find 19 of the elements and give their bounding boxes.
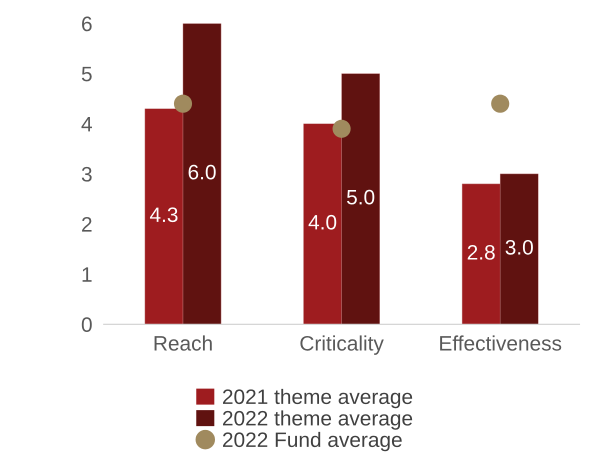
data-label: 4.0 xyxy=(308,214,336,230)
y-tick-label: 2 xyxy=(82,217,92,232)
legend-label: 2022 Fund average xyxy=(223,432,402,452)
data-label: 4.3 xyxy=(150,207,178,222)
legend-label: 2021 theme average xyxy=(223,388,412,408)
x-tick-label: Effectiveness xyxy=(440,335,562,351)
data-label: 5.0 xyxy=(346,190,374,205)
legend-label: 2022 theme average xyxy=(223,410,412,430)
y-tick-label: 3 xyxy=(82,166,92,182)
y-tick-label: 1 xyxy=(82,267,92,282)
y-tick-label: 5 xyxy=(82,66,92,82)
y-tick-label: 0 xyxy=(82,317,92,332)
y-tick-label: 6 xyxy=(82,16,92,32)
x-tick-label: Reach xyxy=(154,335,212,351)
data-label: 2.8 xyxy=(468,244,495,260)
y-tick-label: 4 xyxy=(81,116,92,132)
data-label: 3.0 xyxy=(506,240,533,255)
x-tick-label: Criticality xyxy=(300,335,384,355)
data-label: 6.0 xyxy=(188,164,216,180)
